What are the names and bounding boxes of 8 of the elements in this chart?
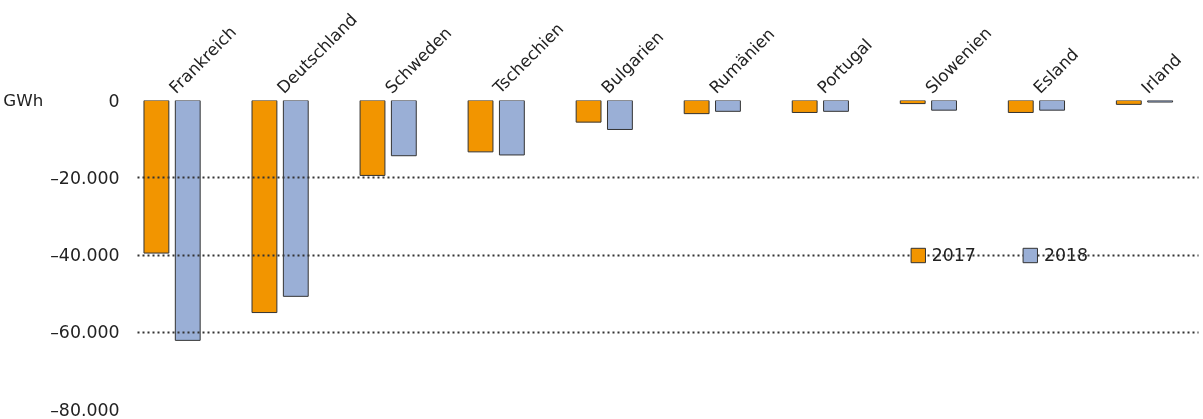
y-tick-label: –80.000 — [50, 399, 120, 419]
legend-label: 2018 — [1043, 244, 1088, 265]
legend-label: 2017 — [931, 244, 976, 265]
y-axis-title: GWh — [3, 91, 44, 110]
y-tick-label: –60.000 — [50, 322, 120, 343]
y-tick-label: –20.000 — [50, 167, 120, 188]
y-tick-label: –40.000 — [50, 245, 120, 265]
y-tick-label: 0 — [108, 90, 120, 111]
